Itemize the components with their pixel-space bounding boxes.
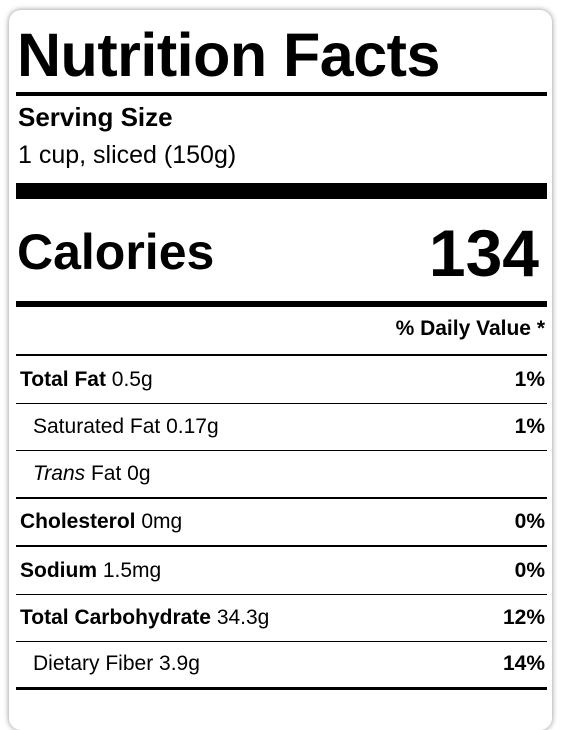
daily-value: 14% [502, 652, 545, 675]
rule [16, 594, 547, 595]
nutrient-amount: 0.5g [111, 368, 153, 391]
daily-value: 1% [514, 368, 545, 391]
nutrient-name-italic: Trans [33, 462, 86, 485]
rule [16, 301, 547, 307]
nutrient-name: Total Fat [20, 368, 106, 391]
rule [16, 545, 547, 547]
daily-value: 0% [514, 510, 545, 533]
nutrient-amount: 0g [127, 462, 151, 485]
serving-value: 1 cup, sliced (150g) [18, 141, 237, 169]
nutrient-amount: 34.3g [216, 606, 270, 629]
rule [16, 354, 547, 356]
rule [16, 183, 547, 199]
nutrient-amount: 1.5mg [102, 559, 162, 582]
nutrient-amount: 0mg [141, 510, 183, 533]
daily-value: 12% [502, 606, 545, 629]
daily-value-header: % Daily Value * [395, 317, 545, 340]
nutrient-name: Dietary Fiber [33, 652, 154, 675]
nutrient-row: Saturated Fat 0.17g 1% [16, 404, 547, 450]
nutrient-row: Total Carbohydrate 34.3g 12% [16, 595, 547, 641]
rule [16, 641, 547, 642]
nutrient-row: Sodium 1.5mg 0% [16, 548, 547, 594]
daily-value: 1% [514, 415, 545, 438]
nutrient-name: Fat [90, 462, 122, 485]
calories-value: 134 [428, 216, 539, 290]
calories-label: Calories [17, 224, 215, 280]
rule [16, 497, 547, 499]
daily-value: 0% [514, 559, 545, 582]
rule [16, 687, 547, 690]
nutrient-name: Saturated Fat [33, 415, 161, 438]
rule [16, 450, 547, 451]
nutrient-name: Total Carbohydrate [20, 606, 211, 629]
nutrient-row: Trans Fat 0g [16, 451, 547, 497]
nutrition-label: Nutrition Facts Serving Size 1 cup, slic… [9, 10, 552, 730]
nutrient-amount: 0.17g [166, 415, 219, 438]
nutrient-amount: 3.9g [159, 652, 200, 675]
nutrient-name: Sodium [20, 559, 97, 582]
nutrient-name: Cholesterol [20, 510, 136, 533]
nutrient-row: Dietary Fiber 3.9g 14% [16, 641, 547, 687]
serving-label: Serving Size [18, 102, 173, 132]
rule [16, 403, 547, 404]
nutrient-row: Total Fat 0.5g 1% [16, 357, 547, 403]
rule [16, 92, 547, 96]
page: {"label": { "title": "Nutrition Facts", … [16, 21, 547, 690]
nutrient-row: Cholesterol 0mg 0% [16, 499, 547, 545]
title: Nutrition Facts [17, 21, 440, 89]
